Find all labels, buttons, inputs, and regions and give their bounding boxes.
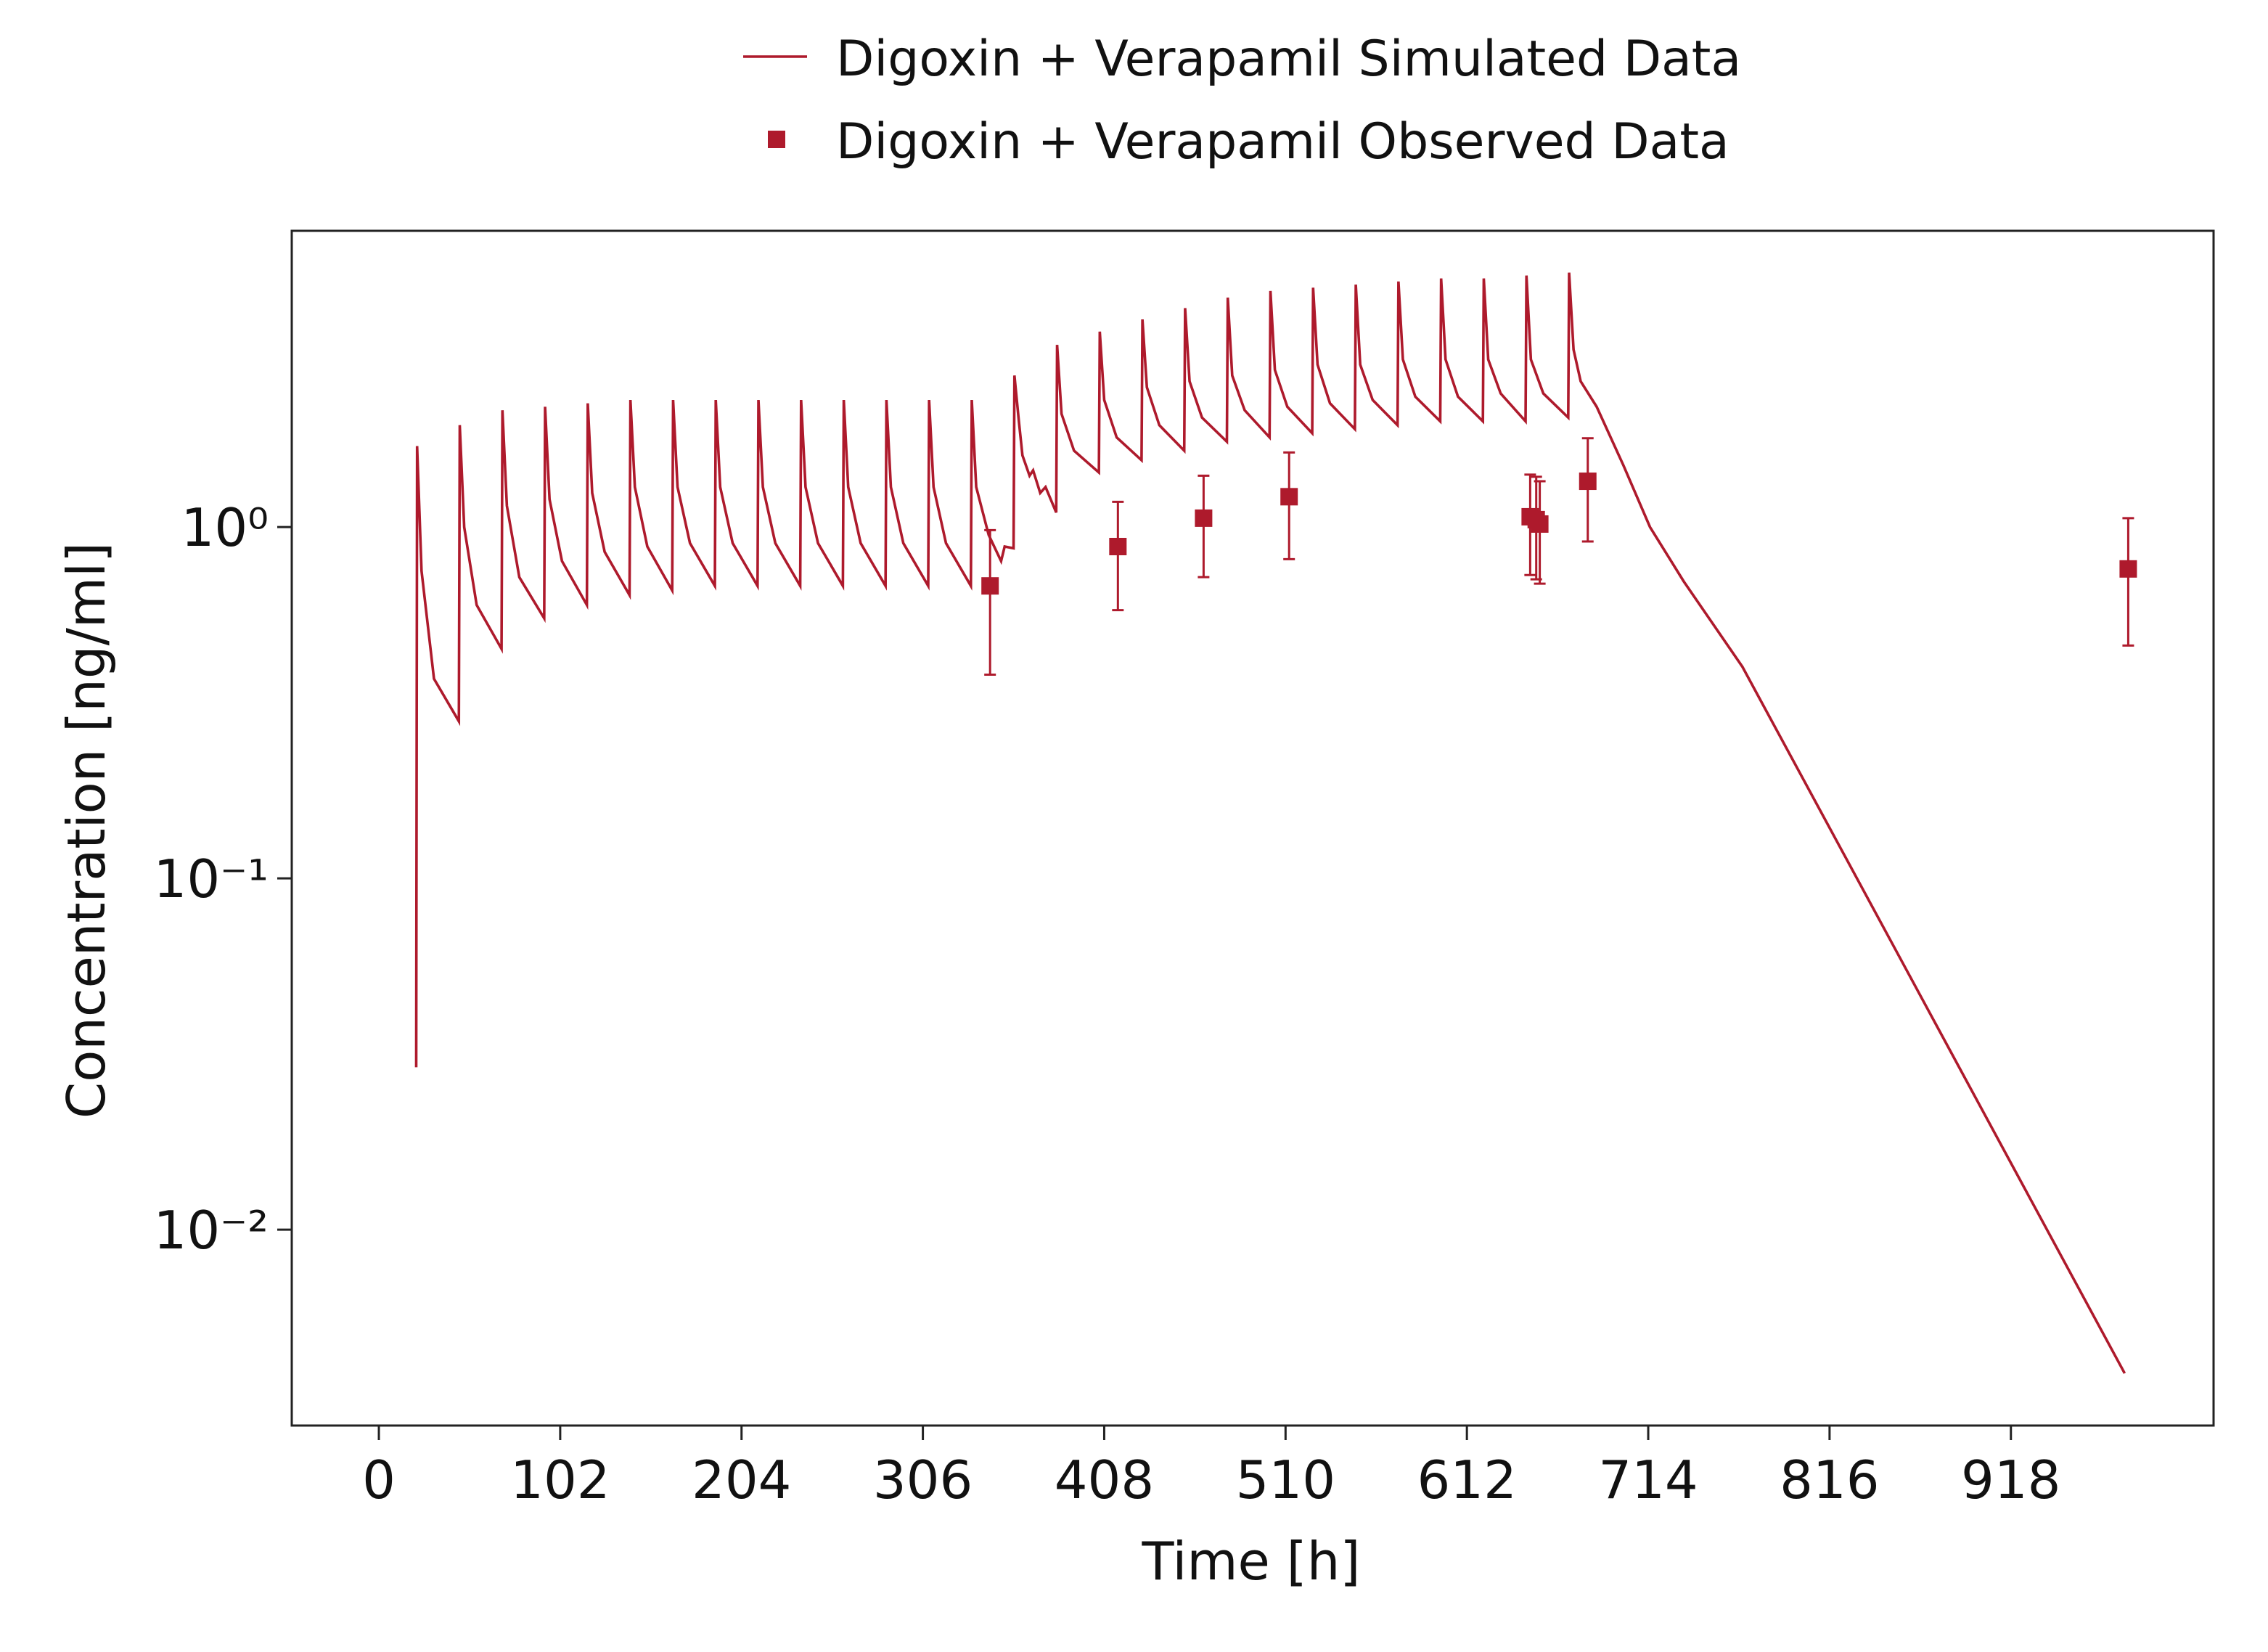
data-point bbox=[1579, 473, 1597, 491]
legend-label: Digoxin + Verapamil Simulated Data bbox=[836, 30, 1741, 88]
data-point bbox=[1531, 515, 1549, 533]
x-tick-label: 102 bbox=[510, 1449, 610, 1510]
x-tick-label: 918 bbox=[1961, 1449, 2060, 1510]
x-tick-label: 714 bbox=[1598, 1449, 1698, 1510]
error-bar bbox=[2122, 517, 2134, 647]
y-axis-label: Concentration [ng/ml] bbox=[56, 542, 117, 1119]
line bbox=[414, 272, 2126, 1374]
plot-frame bbox=[290, 229, 2215, 1427]
data-point bbox=[1195, 509, 1213, 527]
x-tick-label: 510 bbox=[1236, 1449, 1335, 1510]
x-tick-label: 408 bbox=[1055, 1449, 1154, 1510]
data-point bbox=[2119, 560, 2137, 578]
legend-label: Digoxin + Verapamil Observed Data bbox=[836, 113, 1729, 171]
x-tick-label: 306 bbox=[873, 1449, 973, 1510]
data-point bbox=[981, 577, 999, 595]
data-point bbox=[1280, 488, 1298, 506]
x-axis-label: Time [h] bbox=[1142, 1531, 1361, 1592]
y-tick-label: 10⁻¹ bbox=[154, 849, 269, 909]
error-bar bbox=[1112, 500, 1124, 612]
error-bar bbox=[1283, 451, 1295, 560]
x-tick-label: 204 bbox=[692, 1449, 791, 1510]
y-tick-label: 10⁻² bbox=[154, 1200, 269, 1261]
x-tick-label: 0 bbox=[362, 1449, 396, 1510]
data-point bbox=[1109, 538, 1127, 556]
error-bar bbox=[984, 528, 996, 676]
legend-swatch bbox=[768, 131, 785, 148]
y-tick-label: 10⁰ bbox=[181, 497, 269, 558]
x-tick-label: 612 bbox=[1417, 1449, 1516, 1510]
x-tick-label: 816 bbox=[1780, 1449, 1879, 1510]
